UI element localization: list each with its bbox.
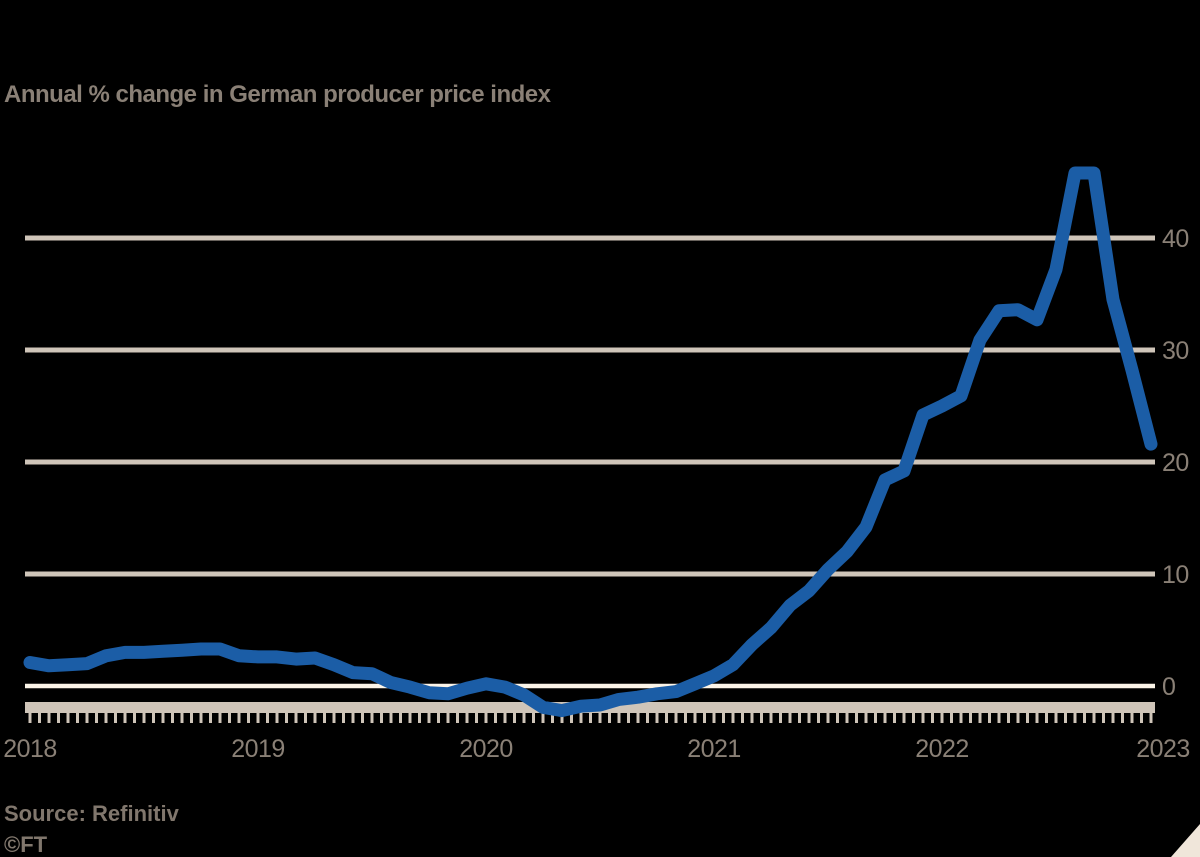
chart-title: Annual % change in German producer price… <box>4 81 552 108</box>
gridlines <box>25 235 1155 689</box>
x-tick-label: 2023 <box>1136 735 1190 763</box>
y-tick-label: 20 <box>1162 449 1189 477</box>
x-tick-label: 2020 <box>459 735 513 763</box>
source-label: Source: Refinitiv <box>4 801 180 826</box>
x-tick-label: 2018 <box>3 735 57 763</box>
ft-watermark: ©FT <box>4 832 48 857</box>
y-tick-label: 30 <box>1162 337 1189 365</box>
corner-fold-triangle <box>1171 824 1200 857</box>
y-tick-label: 10 <box>1162 561 1189 589</box>
y-axis-labels: 40 30 20 10 0 <box>1162 225 1189 701</box>
x-tick-label: 2022 <box>915 735 969 763</box>
y-tick-label: 40 <box>1162 225 1189 253</box>
ppi-data-line <box>23 166 1158 718</box>
x-tick-label: 2021 <box>687 735 741 763</box>
x-axis-labels: 2018 2019 2020 2021 2022 2023 <box>3 735 1190 763</box>
x-tick-label: 2019 <box>231 735 285 763</box>
y-tick-label: 0 <box>1162 673 1175 701</box>
